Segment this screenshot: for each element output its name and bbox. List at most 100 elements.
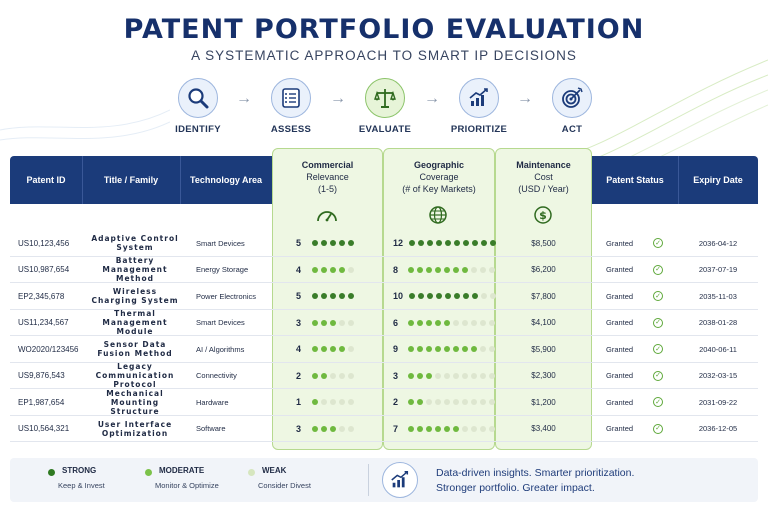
status-text: Granted (606, 291, 634, 301)
coverage-dot (426, 266, 432, 273)
coverage-dot (408, 425, 414, 432)
score-dot (330, 425, 336, 432)
portfolio-table: Patent ID Title / Family Technology Area… (10, 148, 758, 450)
coverage-dot (426, 425, 432, 432)
score-dot (312, 399, 318, 406)
legend-label: MODERATE (159, 466, 205, 475)
score-dot (348, 266, 354, 273)
magnifier-icon (178, 78, 218, 118)
growth-chart-icon (382, 462, 418, 498)
score-dot (330, 266, 336, 273)
coverage-dot (454, 240, 461, 247)
header-line: (1-5) (317, 184, 337, 195)
commercial-cell: 4 (296, 336, 383, 363)
score-dot (330, 319, 336, 326)
gauge-icon (315, 206, 339, 229)
technology-cell: AI / Algorithms (196, 344, 245, 354)
expiry-date-cell: 2036-04-12 (698, 238, 738, 248)
score-dot (321, 346, 327, 353)
score-dot (348, 372, 354, 379)
coverage-dot (435, 319, 441, 326)
coverage-dot (481, 240, 488, 247)
coverage-dot (408, 266, 414, 273)
score-dot (348, 346, 354, 353)
header-geo: Geographic Coverage (# of Key Markets) (383, 148, 495, 202)
coverage-dot (471, 346, 477, 353)
title-cell: Wireless Charging System (91, 287, 179, 306)
coverage-dot (453, 266, 459, 273)
coverage-dot (444, 372, 450, 379)
score-dot (330, 399, 336, 406)
highlight-column-commercial (272, 148, 383, 450)
status-cell: Granted ✓ (606, 283, 678, 310)
geo-count: 12 (393, 238, 404, 249)
coverage-dot (489, 425, 495, 432)
table-row[interactable]: US10,987,654 Battery Management Method Ene… (10, 256, 758, 284)
geo-count: 2 (393, 397, 399, 408)
expiry-date-cell: 2038-01-28 (698, 318, 738, 328)
coverage-dot (471, 372, 477, 379)
header-icon-row: $ (10, 204, 758, 230)
patent-id-cell: US10,987,654 (18, 265, 70, 275)
table-row[interactable]: US10,564,321 User Interface Optimization S… (10, 416, 758, 443)
coverage-dot (453, 372, 459, 379)
geo-count: 8 (393, 264, 399, 275)
coverage-dot (471, 319, 477, 326)
patent-id-cell: US10,564,321 (18, 424, 70, 434)
coverage-dot (408, 319, 414, 326)
commercial-score: 5 (296, 291, 302, 302)
coverage-dot (480, 399, 486, 406)
step-label: ACT (561, 124, 583, 135)
score-dot (339, 399, 345, 406)
geo-cell: 2 (393, 389, 495, 416)
commercial-cell: 3 (296, 416, 383, 443)
coverage-dot (463, 293, 470, 300)
coverage-dot (445, 293, 452, 300)
table-row[interactable]: US10,123,456 Adaptive Control System Smart… (10, 230, 758, 257)
expiry-date-cell: 2032-03-15 (698, 371, 738, 381)
table-row[interactable]: US11,234,567 Thermal Management Module Sma… (10, 309, 758, 337)
coverage-dot (435, 372, 441, 379)
geo-count: 10 (393, 291, 404, 302)
commercial-score: 4 (296, 344, 302, 355)
score-dot (312, 319, 318, 326)
technology-cell: Connectivity (196, 371, 237, 381)
header-line: Commercial (301, 159, 354, 170)
geo-dots (408, 425, 495, 432)
score-dot (321, 425, 327, 432)
arrow-right-icon: → (517, 90, 533, 107)
geo-dots (408, 372, 495, 379)
commercial-dots (312, 293, 354, 300)
tagline-line-2: Stronger portfolio. Greater impact. (436, 482, 595, 495)
score-dot (321, 372, 327, 379)
tagline-line-1: Data-driven insights. Smarter prioritiza… (436, 467, 635, 479)
status-cell: Granted ✓ (606, 310, 678, 337)
table-row[interactable]: EP1,987,654 Mechanical Mounting Structure… (10, 389, 758, 416)
coverage-dot (444, 425, 450, 432)
coverage-dot (480, 346, 486, 353)
commercial-cell: 5 (296, 283, 383, 310)
geo-cell: 8 (393, 257, 495, 284)
coverage-dot (463, 240, 470, 247)
commercial-dots (312, 319, 354, 326)
coverage-dot (480, 266, 486, 273)
title-cell: Legacy Communication Protocol (95, 362, 175, 390)
coverage-dot (426, 319, 432, 326)
status-text: Granted (606, 265, 634, 275)
table-row[interactable]: EP2,345,678 Wireless Charging System Power… (10, 283, 758, 310)
coverage-dot (489, 346, 495, 353)
coverage-dot (490, 240, 497, 247)
technology-cell: Hardware (196, 397, 229, 407)
coverage-dot (417, 399, 423, 406)
score-dot (321, 399, 327, 406)
coverage-dot (489, 399, 495, 406)
coverage-dot (462, 399, 468, 406)
expiry-date-cell: 2035-11-03 (699, 291, 737, 301)
geo-count: 7 (393, 423, 399, 434)
step-label: IDENTIFY (175, 124, 221, 135)
coverage-dot (435, 346, 441, 353)
patent-id-cell: US10,123,456 (18, 238, 70, 248)
geo-cell: 9 (393, 336, 495, 363)
table-row[interactable]: WO2020/123456 Sensor Data Fusion Method AI… (10, 336, 758, 363)
table-row[interactable]: US9,876,543 Legacy Communication Protocol… (10, 362, 758, 390)
